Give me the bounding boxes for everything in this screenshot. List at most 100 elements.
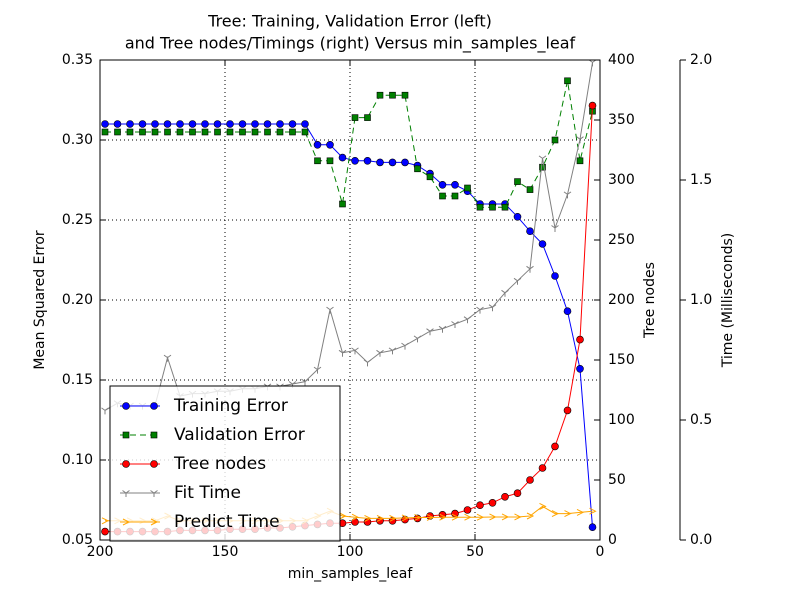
point (289, 128, 296, 136)
point (163, 120, 172, 128)
point (451, 321, 459, 328)
point (163, 354, 172, 362)
y2-axis-label: Tree nodes (642, 262, 658, 339)
point (214, 128, 221, 136)
y2-tick-label: 0 (608, 532, 617, 548)
point (401, 158, 409, 167)
point (101, 407, 109, 415)
point (526, 476, 534, 484)
point (364, 114, 371, 121)
point (564, 77, 571, 85)
point (138, 120, 147, 128)
point (226, 128, 234, 136)
point (588, 59, 597, 67)
legend-label: Predict Time (174, 512, 280, 532)
point (463, 506, 472, 514)
point (476, 501, 484, 510)
point (101, 120, 109, 128)
point (151, 128, 159, 136)
point (476, 203, 484, 211)
point (463, 316, 472, 324)
point (351, 513, 360, 521)
y-tick-label: 0.10 (62, 452, 93, 468)
point (563, 406, 572, 415)
point (176, 120, 184, 128)
point (451, 181, 459, 189)
point (238, 120, 247, 128)
point (251, 128, 259, 136)
point (388, 158, 397, 167)
point (338, 349, 347, 357)
point (176, 128, 184, 136)
y-tick-label: 0.20 (62, 292, 93, 308)
point (288, 120, 297, 128)
point (438, 181, 447, 189)
point (513, 213, 522, 221)
y3-tick-label: 0.5 (690, 412, 712, 428)
point (414, 513, 422, 521)
y2-tick-label: 400 (608, 52, 635, 68)
point (538, 240, 547, 248)
y-tick-label: 0.30 (62, 132, 93, 148)
legend-label: Tree nodes (173, 454, 266, 474)
point (401, 342, 409, 350)
point (226, 120, 234, 128)
point (101, 517, 110, 525)
point (589, 507, 597, 515)
point (563, 191, 572, 199)
y-tick-label: 0.35 (62, 52, 93, 68)
point (301, 128, 309, 136)
point (351, 157, 359, 165)
point (414, 165, 421, 173)
point (251, 120, 259, 128)
point (339, 512, 347, 520)
point (476, 306, 484, 314)
point (551, 272, 559, 280)
legend-label: Training Error (173, 396, 288, 416)
point (364, 514, 372, 522)
point (389, 514, 397, 522)
point (514, 513, 522, 521)
point (576, 508, 585, 516)
legend-marker (150, 518, 159, 526)
point (488, 304, 497, 312)
chart-subtitle: and Tree nodes/Timings (right) Versus mi… (125, 34, 576, 54)
y-tick-label: 0.15 (62, 372, 93, 388)
point (464, 513, 472, 521)
y2-tick-label: 350 (608, 112, 635, 128)
y2-tick-label: 300 (608, 172, 635, 188)
point (388, 347, 397, 355)
point (526, 186, 534, 193)
point (576, 335, 584, 344)
point (276, 120, 284, 128)
series-line (104, 62, 593, 411)
point (538, 464, 547, 472)
point (439, 513, 447, 521)
point (301, 378, 309, 386)
point (313, 366, 322, 374)
point (489, 513, 497, 521)
y2-tick-label: 50 (608, 472, 626, 488)
point (188, 120, 197, 128)
point (326, 306, 334, 314)
point (588, 101, 597, 110)
point (501, 492, 509, 501)
y-tick-label: 0.05 (62, 532, 93, 548)
x-tick-label: 100 (337, 544, 364, 560)
point (551, 510, 560, 518)
point (363, 157, 372, 165)
y2-tick-label: 250 (608, 232, 635, 248)
y3-tick-label: 2.0 (690, 52, 712, 68)
y-tick-label: 0.25 (62, 212, 93, 228)
point (464, 184, 471, 192)
legend-marker (150, 431, 158, 439)
point (264, 128, 271, 136)
point (563, 307, 572, 316)
point (113, 120, 122, 128)
y3-tick-label: 1.0 (690, 292, 712, 308)
point (114, 128, 121, 136)
point (438, 325, 447, 333)
point (526, 227, 534, 235)
legend-marker (150, 460, 158, 468)
point (351, 347, 359, 355)
